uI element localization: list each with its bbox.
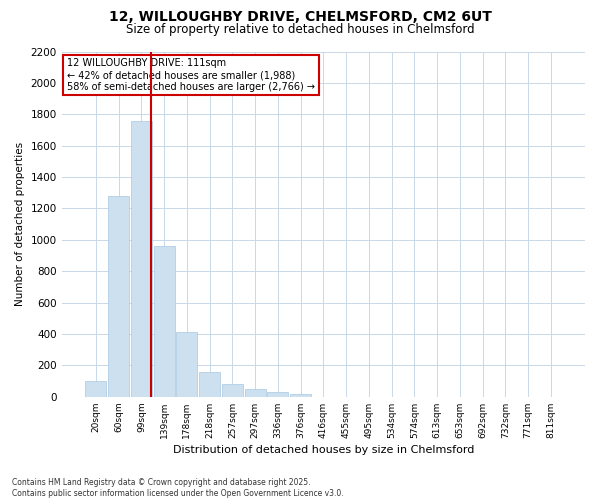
Bar: [154, 246, 175, 397]
Bar: [176, 332, 197, 397]
Bar: [290, 394, 311, 397]
Bar: [131, 120, 152, 397]
Y-axis label: Number of detached properties: Number of detached properties: [15, 142, 25, 306]
X-axis label: Distribution of detached houses by size in Chelmsford: Distribution of detached houses by size …: [173, 445, 474, 455]
Text: Contains HM Land Registry data © Crown copyright and database right 2025.
Contai: Contains HM Land Registry data © Crown c…: [12, 478, 344, 498]
Text: Size of property relative to detached houses in Chelmsford: Size of property relative to detached ho…: [125, 22, 475, 36]
Text: 12, WILLOUGHBY DRIVE, CHELMSFORD, CM2 6UT: 12, WILLOUGHBY DRIVE, CHELMSFORD, CM2 6U…: [109, 10, 491, 24]
Bar: [268, 392, 289, 397]
Bar: [108, 196, 129, 397]
Bar: [245, 389, 266, 397]
Bar: [222, 384, 243, 397]
Bar: [199, 372, 220, 397]
Bar: [85, 381, 106, 397]
Text: 12 WILLOUGHBY DRIVE: 111sqm
← 42% of detached houses are smaller (1,988)
58% of : 12 WILLOUGHBY DRIVE: 111sqm ← 42% of det…: [67, 58, 315, 92]
